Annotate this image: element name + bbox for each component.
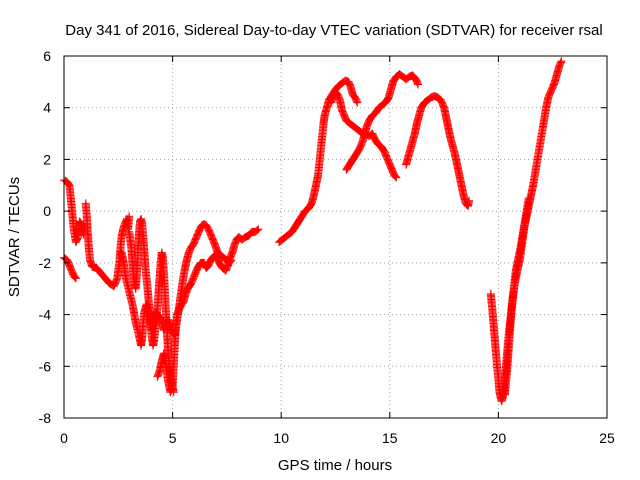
data-point-marker [392, 173, 401, 182]
plot-data [60, 57, 566, 406]
y-tick-label: 4 [43, 100, 51, 116]
y-tick-label: -6 [39, 358, 52, 374]
y-tick-label: -2 [39, 255, 52, 271]
y-tick-label: 0 [43, 203, 51, 219]
data-point-marker [227, 256, 236, 265]
x-tick-label: 15 [382, 430, 398, 446]
axis-ticks: 0 5 10 15 20 25 -8 -6 -4 -2 0 2 4 6 [39, 48, 615, 446]
data-point-marker [379, 145, 388, 154]
plot-frame [63, 55, 608, 419]
data-segment-seg-a [60, 176, 88, 247]
x-tick-label: 20 [491, 430, 507, 446]
data-point-marker [71, 274, 80, 283]
y-tick-label: -8 [39, 410, 52, 426]
data-point-marker [414, 80, 423, 89]
data-segment-seg-f [153, 220, 236, 397]
y-tick-label: 2 [43, 151, 51, 167]
y-tick-label: 6 [43, 48, 51, 64]
data-point-marker [557, 57, 566, 66]
data-point-marker [64, 179, 73, 188]
x-tick-label: 25 [599, 430, 615, 446]
x-tick-label: 0 [60, 430, 68, 446]
data-point-marker [353, 98, 362, 107]
data-point-marker [354, 147, 363, 156]
y-tick-label: -4 [39, 307, 52, 323]
data-segment-seg-b [60, 253, 80, 283]
data-segment-seg-e [125, 214, 178, 397]
data-segment-seg-c [81, 199, 134, 291]
data-segment-seg-h [327, 88, 401, 182]
data-point-marker [71, 273, 80, 282]
data-point-marker [125, 212, 134, 221]
data-point-marker [383, 95, 392, 104]
data-point-marker [185, 281, 194, 290]
data-point-marker [465, 196, 474, 205]
data-point-marker [306, 201, 315, 210]
data-point-marker [70, 272, 79, 281]
chart-title: Day 341 of 2016, Sidereal Day-to-day VTE… [65, 22, 602, 39]
data-point-marker [390, 171, 399, 180]
data-segment-seg-l [500, 57, 566, 399]
data-point-marker [254, 225, 263, 234]
data-segment-seg-j [402, 92, 474, 210]
data-point-marker [391, 172, 400, 181]
data-point-marker [225, 257, 234, 266]
x-tick-label: 10 [273, 430, 289, 446]
y-axis-label: SDTVAR / TECUs [6, 177, 23, 297]
data-point-marker [253, 226, 262, 235]
data-segment-seg-i [342, 70, 423, 174]
data-point-marker [226, 257, 235, 266]
x-tick-label: 5 [169, 430, 177, 446]
data-segment-seg-g [275, 76, 362, 247]
x-axis-label: GPS time / hours [278, 457, 392, 474]
